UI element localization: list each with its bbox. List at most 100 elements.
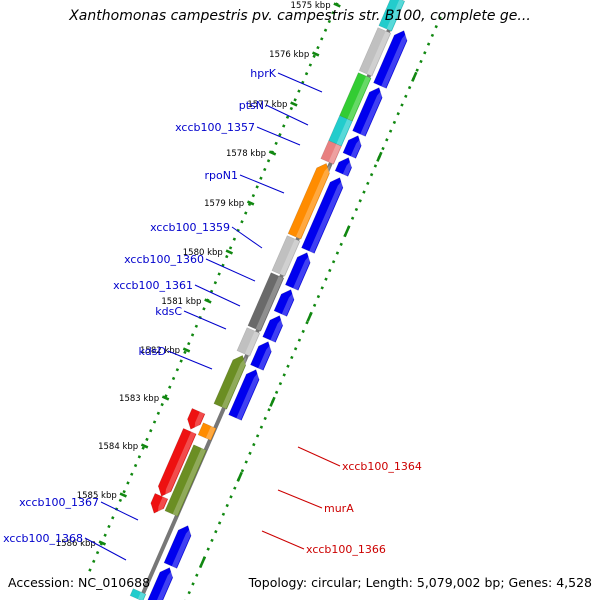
gene-feature[interactable]: [287, 161, 333, 240]
gene-feature-shape: [328, 115, 353, 147]
gene-feature-highlight: [244, 330, 260, 356]
gene-label-forward[interactable]: rpoN1: [205, 169, 238, 182]
cds-arrow-forward-highlight: [360, 89, 383, 137]
gene-feature-shape: [129, 588, 147, 602]
kbp-tick-label: 1582 kbp: [140, 346, 180, 356]
gene-feature-reverse[interactable]: [148, 493, 169, 516]
kbp-tick-mark: [311, 51, 320, 57]
kbp-tick-label: 1579 kbp: [204, 199, 244, 209]
gene-label-forward[interactable]: ptsN: [239, 99, 264, 112]
gene-label-forward[interactable]: hprK: [250, 67, 276, 80]
gene-feature[interactable]: [271, 235, 301, 277]
cds-arrow-forward-shape: [342, 135, 362, 159]
gene-feature-highlight: [347, 75, 371, 121]
topology-text: Topology: circular; Length: 5,079,002 bp…: [248, 575, 592, 590]
outer-ring-tick: [199, 556, 206, 567]
gene-label-reverse[interactable]: murA: [324, 502, 354, 515]
kbp-tick-mark: [161, 395, 170, 401]
cds-arrow-forward-shape: [301, 177, 344, 254]
gene-feature-shape: [339, 72, 372, 122]
gene-label-forward[interactable]: xccb100_1357: [175, 121, 255, 134]
kbp-tick-label: 1580 kbp: [183, 248, 223, 258]
gene-leader-line: [84, 537, 127, 561]
gene-feature[interactable]: [129, 588, 147, 602]
gene-feature[interactable]: [320, 140, 342, 165]
kbp-tick-mark: [204, 298, 212, 304]
cds-arrow-forward-shape: [273, 289, 295, 317]
gene-label-reverse[interactable]: xccb100_1366: [306, 543, 386, 556]
cds-arrow-forward-highlight: [381, 32, 408, 89]
gene-leader-line: [277, 72, 323, 93]
gene-feature-reverse-shape: [150, 493, 169, 514]
gene-leader-line: [194, 284, 241, 307]
cds-arrow-forward[interactable]: [228, 367, 263, 421]
cds-arrow-forward-highlight: [309, 179, 344, 254]
cds-arrow-forward-shape: [262, 315, 284, 343]
gene-feature-reverse[interactable]: [197, 422, 217, 441]
gene-label-forward[interactable]: xccb100_1361: [113, 279, 193, 292]
cds-arrow-forward[interactable]: [342, 133, 365, 159]
cds-arrow-forward[interactable]: [163, 523, 194, 569]
kbp-tick-label: 1577 kbp: [247, 100, 287, 110]
cds-arrow-forward-shape: [352, 87, 383, 137]
gene-label-forward[interactable]: xccb100_1367: [19, 496, 99, 509]
cds-arrow-forward[interactable]: [262, 313, 286, 343]
accession-text: Accession: NC_010688: [8, 575, 151, 590]
cds-arrow-forward-shape: [228, 369, 260, 421]
gene-feature-highlight: [328, 143, 341, 164]
gene-label-reverse[interactable]: xccb100_1364: [342, 460, 422, 473]
cds-arrow-forward[interactable]: [250, 339, 274, 371]
kbp-tick-label: 1586 kbp: [56, 539, 96, 549]
kbp-tick-mark: [119, 492, 127, 498]
gene-feature[interactable]: [339, 72, 372, 122]
outer-ring-tick: [343, 226, 350, 237]
gene-feature-reverse[interactable]: [155, 428, 197, 499]
cds-arrow-forward[interactable]: [352, 85, 386, 137]
gene-label-forward[interactable]: xccb100_1359: [150, 221, 230, 234]
gene-feature-shape: [378, 0, 406, 32]
gene-feature-highlight: [386, 0, 405, 31]
gene-feature-shape: [320, 140, 342, 165]
gene-feature-reverse[interactable]: [164, 444, 207, 517]
cds-arrow-forward[interactable]: [284, 250, 313, 291]
gene-feature-reverse-highlight: [172, 448, 206, 517]
cds-arrow-forward-highlight: [236, 371, 260, 421]
cds-arrow-forward[interactable]: [373, 28, 411, 89]
gene-leader-line: [256, 126, 301, 146]
gene-feature[interactable]: [328, 115, 353, 147]
gene-feature-reverse[interactable]: [184, 408, 206, 432]
gene-feature[interactable]: [213, 353, 249, 410]
gene-feature-reverse-shape: [187, 408, 206, 430]
kbp-tick-label: 1578 kbp: [226, 149, 266, 159]
kbp-tick-mark: [98, 540, 107, 546]
kbp-tick-label: 1581 kbp: [161, 297, 201, 307]
gene-feature-shape: [247, 272, 285, 332]
kbp-tick-mark: [225, 249, 234, 255]
cds-arrow-forward[interactable]: [146, 565, 176, 604]
cds-arrow-forward[interactable]: [301, 175, 346, 254]
cds-arrow-forward-highlight: [281, 291, 295, 317]
gene-label-forward[interactable]: kdsC: [155, 305, 182, 318]
gene-feature-shape: [287, 162, 330, 240]
kbp-tick-label: 1575 kbp: [291, 1, 331, 11]
gene-label-forward[interactable]: kdsD: [138, 345, 166, 358]
gene-leader-line: [277, 489, 323, 509]
gene-feature-reverse-highlight: [157, 496, 168, 515]
outer-ring-tick: [306, 311, 313, 322]
kbp-tick-label: 1583 kbp: [119, 394, 159, 404]
cds-arrow-forward-shape: [163, 525, 192, 569]
cds-arrow-forward[interactable]: [273, 287, 297, 317]
gene-feature-reverse-shape: [164, 444, 207, 517]
gene-feature[interactable]: [358, 27, 392, 77]
gene-feature[interactable]: [247, 272, 285, 332]
gene-feature[interactable]: [236, 327, 261, 357]
gene-label-forward[interactable]: xccb100_1360: [124, 253, 204, 266]
gene-feature-shape: [358, 27, 392, 77]
cds-arrow-forward-shape: [334, 157, 353, 177]
cds-arrow-forward-shape: [284, 252, 311, 291]
cds-arrow-forward-highlight: [350, 137, 362, 159]
cds-arrow-forward[interactable]: [334, 155, 355, 177]
gene-feature[interactable]: [378, 0, 406, 32]
gene-label-forward[interactable]: xccb100_1368: [3, 532, 83, 545]
